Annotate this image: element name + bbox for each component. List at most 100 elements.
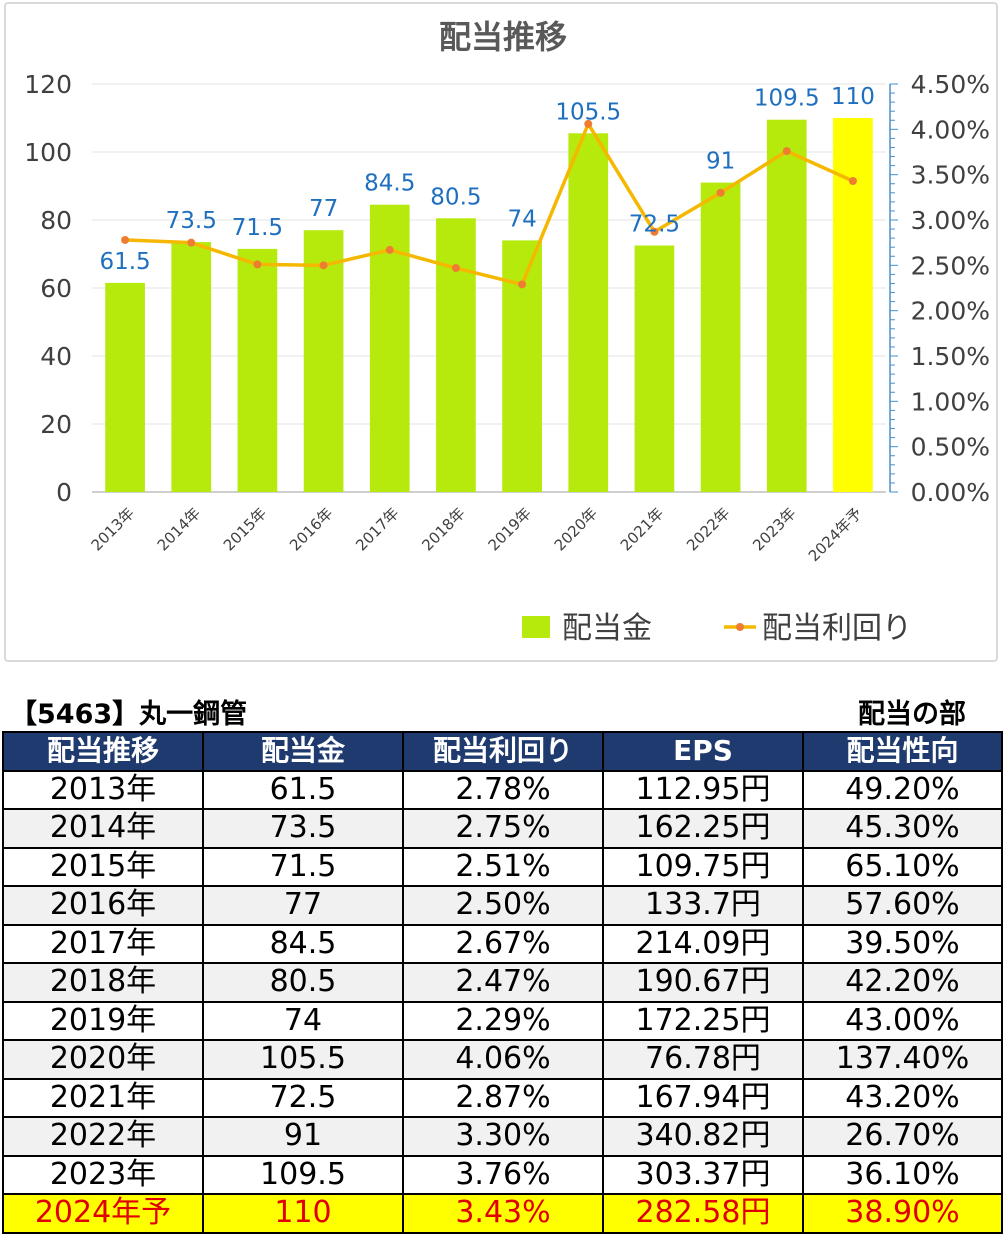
- legend-label-dividend: 配当金: [562, 611, 652, 646]
- x-category-label: 2013年: [88, 504, 138, 554]
- cell-payout: 36.10%: [802, 1154, 1003, 1195]
- x-category-label: 2024年予: [805, 504, 866, 565]
- right-axis-tick-label: 2.50%: [911, 251, 990, 280]
- cell-year: 2022年: [2, 1116, 204, 1157]
- left-axis-tick-label: 80: [40, 206, 72, 235]
- cell-year: 2014年: [2, 808, 204, 849]
- right-axis-tick-label: 0.50%: [911, 433, 990, 462]
- left-axis-tick-label: 0: [56, 478, 72, 507]
- cell-year: 2015年: [2, 846, 204, 887]
- right-axis-tick-label: 3.50%: [911, 161, 990, 190]
- table-row: 2020年 105.5 4.06% 76.78円 137.40%: [2, 1039, 1003, 1080]
- bar-dividend: [568, 133, 609, 493]
- marker-yield: [385, 245, 394, 254]
- cell-yield: 2.29%: [402, 1000, 604, 1041]
- table-row: 2023年 109.5 3.76% 303.37円 36.10%: [2, 1154, 1003, 1195]
- bar-data-label: 71.5: [232, 215, 283, 241]
- left-axis-tick-label: 120: [24, 70, 72, 99]
- cell-year: 2020年: [2, 1039, 204, 1080]
- marker-yield: [319, 261, 328, 270]
- table-row: 2016年 77 2.50% 133.7円 57.60%: [2, 885, 1003, 926]
- table-row: 2019年 74 2.29% 172.25円 43.00%: [2, 1000, 1003, 1041]
- table-row: 2014年 73.5 2.75% 162.25円 45.30%: [2, 808, 1003, 849]
- right-axis-tick-label: 2.00%: [911, 297, 990, 326]
- company-label: 【5463】丸一鋼管: [10, 699, 248, 730]
- cell-dividend: 71.5: [202, 846, 404, 887]
- x-category-label: 2020年: [551, 504, 601, 554]
- cell-year: 2024年予: [2, 1193, 204, 1234]
- x-category-label: 2019年: [485, 504, 535, 554]
- left-axis-tick-label: 60: [40, 274, 72, 303]
- bar-dividend: [700, 182, 741, 492]
- cell-year: 2021年: [2, 1077, 204, 1118]
- header-yield: 配当利回り: [402, 731, 604, 772]
- bar-dividend: [766, 119, 807, 492]
- bar-dividend: [502, 240, 542, 492]
- cell-payout: 49.20%: [802, 769, 1003, 810]
- x-category-label: 2014年: [154, 504, 204, 554]
- cell-payout: 26.70%: [802, 1116, 1003, 1157]
- right-axis-tick-label: 1.50%: [911, 342, 990, 371]
- table-row: 2013年 61.5 2.78% 112.95円 49.20%: [2, 769, 1003, 810]
- legend-swatch-dividend: [522, 616, 550, 638]
- cell-eps: 133.7円: [602, 885, 804, 926]
- cell-dividend: 72.5: [202, 1077, 404, 1118]
- chart-title: 配当推移: [439, 18, 567, 56]
- cell-yield: 4.06%: [402, 1039, 604, 1080]
- legend-marker-yield: [736, 623, 744, 631]
- cell-eps: 172.25円: [602, 1000, 804, 1041]
- table-row: 2015年 71.5 2.51% 109.75円 65.10%: [2, 846, 1003, 887]
- cell-eps: 112.95円: [602, 769, 804, 810]
- cell-year: 2018年: [2, 962, 204, 1003]
- cell-dividend: 110: [202, 1193, 404, 1234]
- header-dividend: 配当金: [202, 731, 404, 772]
- cell-year: 2019年: [2, 1000, 204, 1041]
- cell-yield: 2.47%: [402, 962, 604, 1003]
- cell-yield: 2.87%: [402, 1077, 604, 1118]
- cell-eps: 214.09円: [602, 923, 804, 964]
- marker-yield: [253, 260, 262, 269]
- cell-payout: 57.60%: [802, 885, 1003, 926]
- cell-yield: 3.30%: [402, 1116, 604, 1157]
- cell-eps: 303.37円: [602, 1154, 804, 1195]
- header-year: 配当推移: [2, 731, 204, 772]
- bar-dividend: [171, 242, 212, 492]
- cell-eps: 167.94円: [602, 1077, 804, 1118]
- cell-eps: 282.58円: [602, 1193, 804, 1234]
- cell-yield: 2.50%: [402, 885, 604, 926]
- marker-yield: [584, 119, 593, 128]
- table-row: 2018年 80.5 2.47% 190.67円 42.20%: [2, 962, 1003, 1003]
- x-category-label: 2015年: [220, 504, 270, 554]
- marker-yield: [451, 264, 460, 273]
- cell-yield: 3.43%: [402, 1193, 604, 1234]
- table-caption: 【5463】丸一鋼管 配当の部: [6, 690, 998, 730]
- right-axis-tick-label: 1.00%: [911, 387, 990, 416]
- cell-eps: 340.82円: [602, 1116, 804, 1157]
- chart-canvas: 配当推移 0 20 40 60 80 100 120 0.00% 0.50% 1.00% 1.50% 2…: [24, 18, 990, 646]
- x-category-label: 2016年: [286, 504, 336, 554]
- cell-yield: 2.78%: [402, 769, 604, 810]
- cell-eps: 109.75円: [602, 846, 804, 887]
- bar-data-label: 74: [507, 206, 536, 232]
- cell-dividend: 109.5: [202, 1154, 404, 1195]
- dividend-chart: 配当推移 0 20 40 60 80 100 120 0.00% 0.50% 1.00% 1.50% 2…: [4, 2, 998, 662]
- table-row: 2017年 84.5 2.67% 214.09円 39.50%: [2, 923, 1003, 964]
- cell-dividend: 73.5: [202, 808, 404, 849]
- cell-payout: 42.20%: [802, 962, 1003, 1003]
- bar-dividend: [303, 230, 344, 492]
- cell-payout: 43.00%: [802, 1000, 1003, 1041]
- cell-dividend: 84.5: [202, 923, 404, 964]
- cell-year: 2016年: [2, 885, 204, 926]
- cell-dividend: 105.5: [202, 1039, 404, 1080]
- marker-yield: [650, 227, 659, 236]
- cell-payout: 38.90%: [802, 1193, 1003, 1234]
- table-header-row: 配当推移 配当金 配当利回り EPS 配当性向: [2, 731, 1003, 772]
- x-category-label: 2017年: [352, 504, 402, 554]
- cell-eps: 162.25円: [602, 808, 804, 849]
- marker-yield: [187, 238, 196, 247]
- cell-dividend: 61.5: [202, 769, 404, 810]
- left-axis-tick-label: 40: [40, 342, 72, 371]
- bar-data-label: 105.5: [555, 99, 621, 125]
- cell-dividend: 80.5: [202, 962, 404, 1003]
- cell-payout: 39.50%: [802, 923, 1003, 964]
